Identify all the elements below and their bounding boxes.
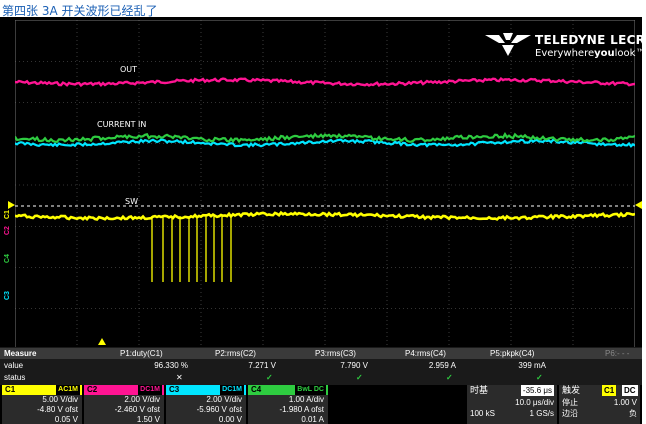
measure-param-name[interactable]: P3:rms(C3) — [315, 349, 356, 358]
measure-param-name[interactable]: P2:rms(C2) — [215, 349, 256, 358]
channel-status-bar: C1 AC1M 5.00 V/div -4.80 V ofst 0.05 V C2… — [0, 385, 642, 424]
channel-c1-descriptor[interactable]: C1 AC1M 5.00 V/div -4.80 V ofst 0.05 V — [2, 385, 82, 424]
trace-out — [15, 76, 635, 88]
teledyne-lecroy-logo: TELEDYNE LECROY Everywhereyoulook™ — [485, 31, 646, 71]
measure-title: Measure — [4, 349, 37, 358]
trigger-source: C1 — [602, 385, 617, 396]
measure-row-label: status — [4, 373, 26, 382]
trigger-level-marker-left[interactable] — [8, 201, 15, 209]
channel-coupling: BwL DC — [295, 385, 326, 395]
trigger-level: 1.00 V — [613, 398, 637, 407]
c3-waveform — [15, 138, 635, 149]
channel-vdiv: 2.00 V/div — [206, 395, 242, 404]
trigger-slope: 负 — [629, 409, 637, 418]
channel-offset: -5.960 V ofst — [196, 405, 242, 414]
timebase-tdiv: 10.0 μs/div — [515, 398, 554, 407]
measure-value: 7.271 V — [248, 361, 276, 370]
brand-name: TELEDYNE LECROY — [535, 33, 646, 47]
channel-vdiv: 1.00 A/div — [288, 395, 324, 404]
trace-sw — [15, 210, 635, 282]
status-ok-icon: ✓ — [536, 373, 543, 382]
page-title: 第四张 3A 开关波形已经乱了 — [2, 4, 158, 18]
channel-extra: 1.50 V — [136, 415, 160, 424]
channel-offset: -2.460 V ofst — [114, 405, 160, 414]
channel-coupling: DC1M — [138, 385, 162, 395]
channel-id: C2 — [87, 385, 98, 394]
trigger-coupling: DC — [622, 385, 638, 396]
measure-header-row: Measure P1:duty(C1) P2:rms(C2) P3:rms(C3… — [0, 348, 642, 359]
channel-vdiv: 2.00 V/div — [124, 395, 160, 404]
measure-value: 96.330 % — [154, 361, 188, 370]
channel-id: C3 — [169, 385, 180, 394]
channel-c2-descriptor[interactable]: C2 DC1M 2.00 V/div -2.460 V ofst 1.50 V — [84, 385, 164, 424]
trigger-level-marker-right[interactable] — [635, 201, 642, 209]
current-in-trace-label: CURRENT IN — [97, 120, 147, 129]
c1-ground-marker[interactable]: C1 — [4, 210, 11, 219]
measure-status-row: status ✕ ✓ ✓ ✓ ✓ — [0, 372, 642, 383]
measure-panel: Measure P1:duty(C1) P2:rms(C2) P3:rms(C3… — [0, 347, 642, 385]
teledyne-logo-icon — [485, 33, 531, 56]
waveform-grid — [15, 20, 635, 350]
measure-value: 2.959 A — [428, 361, 456, 370]
channel-extra: 0.01 A — [301, 415, 324, 424]
measure-param-name[interactable]: P6:- - - — [605, 349, 630, 358]
measure-value: 399 mA — [518, 361, 546, 370]
channel-vdiv: 5.00 V/div — [42, 395, 78, 404]
status-ok-icon: ✓ — [356, 373, 363, 382]
timebase-rate: 1 GS/s — [529, 409, 554, 418]
timebase-samples: 100 kS — [470, 409, 495, 418]
trigger-type: 边沿 — [562, 409, 578, 418]
channel-offset: -1.980 A ofst — [279, 405, 324, 414]
status-ok-icon: ✓ — [266, 373, 273, 382]
out-trace-label: OUT — [120, 65, 138, 74]
sw-trace-label: SW — [125, 197, 138, 206]
measure-value-row: value 96.330 % 7.271 V 7.790 V 2.959 A 3… — [0, 360, 642, 371]
measure-value: 7.790 V — [340, 361, 368, 370]
channel-c3-descriptor[interactable]: C3 DC1M 2.00 V/div -5.960 V ofst 0.00 V — [166, 385, 246, 424]
timebase-delay: -35.6 μs — [520, 385, 554, 396]
channel-extra: 0.05 V — [54, 415, 78, 424]
channel-extra: 0.00 V — [218, 415, 242, 424]
out-waveform — [15, 76, 635, 88]
measure-param-name[interactable]: P4:rms(C4) — [405, 349, 446, 358]
c4-ground-marker[interactable]: C4 — [4, 254, 11, 263]
channel-id: C4 — [251, 385, 262, 394]
measure-param-name[interactable]: P1:duty(C1) — [120, 349, 163, 358]
trace-current-in — [15, 131, 635, 149]
timebase-descriptor[interactable]: 时基 -35.6 μs 10.0 μs/div 100 kS 1 GS/s — [467, 385, 557, 424]
channel-c4-descriptor[interactable]: C4 BwL DC 1.00 A/div -1.980 A ofst 0.01 A — [248, 385, 328, 424]
c2-ground-marker[interactable]: C2 — [4, 226, 11, 235]
channel-id: C1 — [5, 385, 16, 394]
trigger-position-marker[interactable] — [98, 338, 106, 345]
sw-waveform — [15, 210, 635, 222]
status-fail-icon: ✕ — [176, 373, 183, 382]
c4-waveform — [15, 131, 635, 144]
brand-tagline: Everywhereyoulook™ — [535, 48, 646, 59]
c3-ground-marker[interactable]: C3 — [4, 291, 11, 300]
channel-coupling: AC1M — [56, 385, 80, 395]
status-ok-icon: ✓ — [446, 373, 453, 382]
trigger-descriptor[interactable]: 触发 C1 DC 停止 1.00 V 边沿 负 — [559, 385, 640, 424]
trigger-mode: 停止 — [562, 398, 578, 407]
measure-param-name[interactable]: P5:pkpk(C4) — [490, 349, 535, 358]
channel-coupling: DC1M — [220, 385, 244, 395]
measure-row-label: value — [4, 361, 24, 370]
timebase-label: 时基 — [470, 385, 489, 395]
trigger-label: 触发 — [562, 385, 581, 395]
channel-offset: -4.80 V ofst — [37, 405, 78, 414]
